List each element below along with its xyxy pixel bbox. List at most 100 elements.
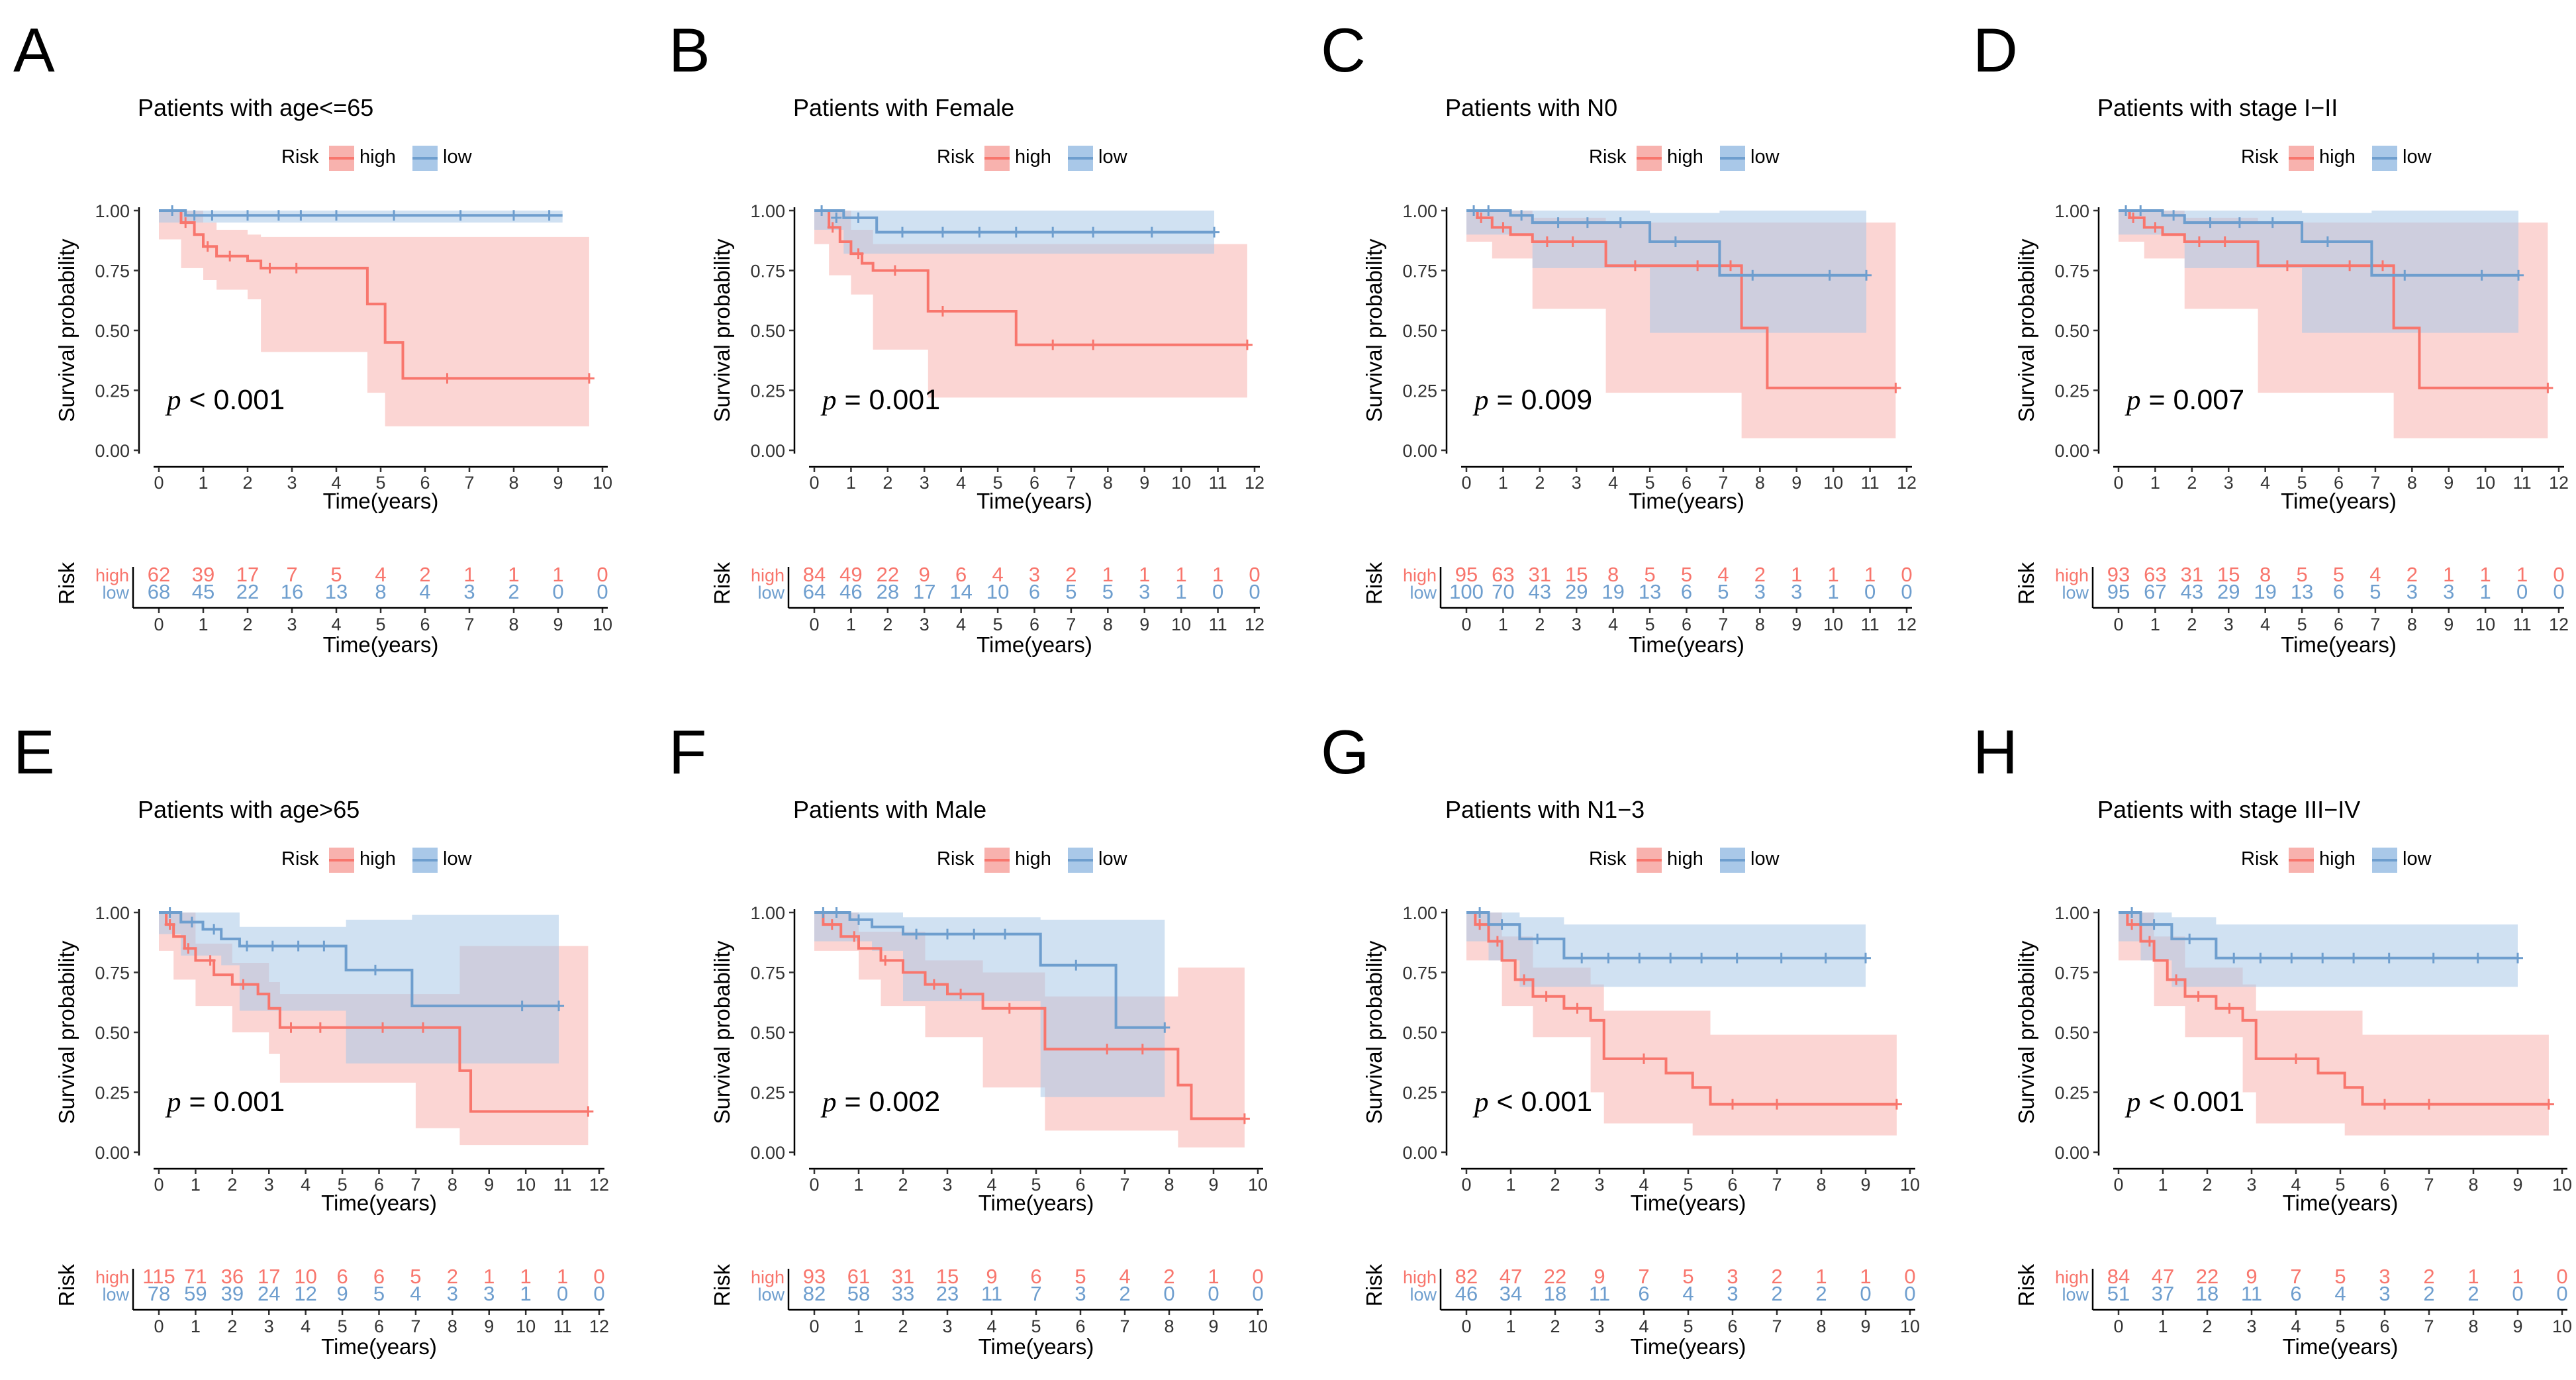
- censor-mark-high: [2281, 260, 2293, 271]
- censor-mark-low: [2476, 270, 2487, 281]
- risk-count-low: 5: [373, 1282, 385, 1305]
- risk-count-low: 1: [2480, 580, 2491, 603]
- censor-mark-low: [2228, 952, 2240, 963]
- censor-mark-high: [442, 373, 453, 384]
- legend-label-low: low: [1750, 848, 1780, 869]
- censor-mark-high: [183, 943, 194, 954]
- risk-y-title: Risk: [2014, 1263, 2038, 1306]
- censor-mark-high: [314, 1022, 326, 1033]
- legend-label-low: low: [1750, 146, 1780, 168]
- x-tick-label: 6: [2334, 473, 2344, 493]
- x-tick-label: 9: [2444, 473, 2454, 493]
- x-tick-label: 9: [2512, 1175, 2522, 1195]
- risk-count-high: 2: [2407, 563, 2418, 586]
- risk-table: Risk highlow62680394511722271635134485246…: [54, 562, 612, 657]
- censor-mark-high: [1476, 212, 1487, 223]
- censor-mark-low: [969, 928, 980, 940]
- risk-count-high: 0: [1252, 1265, 1263, 1288]
- p-operator: <: [181, 384, 214, 416]
- p-value-number: 0.001: [1521, 1086, 1593, 1118]
- censor-mark-low: [209, 924, 220, 935]
- risk-x-tick-label: 9: [553, 615, 563, 634]
- risk-x-tick-label: 10: [2552, 1316, 2572, 1336]
- y-tick-label: 0.50: [2054, 1023, 2089, 1043]
- risk-count-low: 43: [2181, 580, 2203, 603]
- risk-count-low: 2: [2467, 1282, 2479, 1305]
- risk-x-tick-label: 6: [1075, 1316, 1085, 1336]
- y-tick-label: 1.00: [750, 201, 785, 221]
- censor-mark-high: [164, 919, 175, 930]
- risk-count-low: 29: [2217, 580, 2240, 603]
- censor-mark-low: [164, 907, 175, 918]
- x-tick-label: 8: [1103, 473, 1113, 493]
- risk-table: Risk highlow84640494612228291736144410536…: [710, 562, 1264, 657]
- risk-x-title: Time(years): [978, 1334, 1094, 1359]
- panel-letter: E: [13, 717, 55, 787]
- x-tick-label: 5: [2335, 1175, 2345, 1195]
- risk-row-label-high: high: [95, 566, 129, 585]
- x-tick-label: 11: [553, 1175, 572, 1195]
- risk-count-high: 1: [1139, 563, 1150, 586]
- risk-x-tick-label: 1: [2150, 615, 2160, 634]
- risk-count-high: 0: [596, 563, 608, 586]
- risk-count-high: 31: [1529, 563, 1551, 586]
- risk-count-low: 2: [2423, 1282, 2434, 1305]
- censor-mark-low: [2322, 236, 2333, 248]
- y-tick-label: 0.50: [750, 1023, 785, 1043]
- risk-count-low: 11: [2241, 1282, 2262, 1305]
- risk-x-tick-label: 12: [1245, 615, 1264, 634]
- risk-count-high: 1: [1828, 563, 1839, 586]
- x-tick-label: 7: [464, 473, 474, 493]
- x-tick-label: 2: [2202, 1175, 2212, 1195]
- chart-title: Patients with age>65: [138, 796, 359, 823]
- p-value-number: 0.001: [2173, 1086, 2245, 1118]
- censor-mark-low: [508, 210, 519, 221]
- risk-count-high: 4: [1119, 1265, 1130, 1288]
- risk-count-high: 93: [803, 1265, 826, 1288]
- legend: Risk high low: [1589, 848, 1780, 873]
- x-tick-label: 11: [1209, 473, 1227, 493]
- p-operator: =: [181, 1086, 214, 1118]
- risk-count-low: 0: [1163, 1282, 1174, 1305]
- censor-mark-high: [1727, 1099, 1738, 1110]
- p-value: p = 0.001: [820, 384, 940, 416]
- p-operator: <: [1489, 1086, 1521, 1118]
- y-tick-label: 0.25: [2054, 1083, 2089, 1103]
- y-tick-label: 1.00: [95, 903, 130, 923]
- censor-mark-high: [1629, 260, 1641, 271]
- x-tick-label: 7: [1718, 473, 1728, 493]
- censor-mark-low: [1670, 236, 1681, 248]
- legend-label-low: low: [443, 848, 473, 869]
- censor-mark-low: [455, 210, 466, 221]
- censor-mark-high: [937, 306, 948, 317]
- chart-title: Patients with age<=65: [138, 94, 373, 121]
- y-tick-label: 0.50: [95, 1023, 130, 1043]
- x-tick-label: 2: [2187, 473, 2197, 493]
- risk-count-low: 5: [2369, 580, 2381, 603]
- censor-mark-low: [1615, 217, 1626, 228]
- risk-count-low: 3: [1791, 580, 1802, 603]
- y-tick-label: 0.50: [95, 321, 130, 341]
- legend-label-high: high: [2319, 848, 2356, 869]
- risk-count-low: 68: [148, 580, 170, 603]
- y-tick-label: 0.25: [1402, 381, 1437, 401]
- risk-count-high: 1: [483, 1265, 495, 1288]
- risk-count-low: 1: [520, 1282, 532, 1305]
- censor-mark-low: [1824, 270, 1835, 281]
- risk-x-tick-label: 4: [986, 1316, 996, 1336]
- risk-count-high: 3: [1029, 563, 1040, 586]
- risk-count-low: 0: [1212, 580, 1223, 603]
- risk-count-high: 22: [1544, 1265, 1566, 1288]
- x-tick-label: 10: [1171, 473, 1191, 493]
- risk-count-low: 0: [557, 1282, 568, 1305]
- risk-table: Risk highlow95100063701314321529381945135…: [1362, 562, 1917, 657]
- censor-mark-low: [853, 212, 864, 223]
- legend-label-high: high: [1667, 146, 1703, 168]
- censor-mark-high: [1567, 236, 1578, 248]
- risk-count-low: 0: [2512, 1282, 2523, 1305]
- risk-count-high: 10: [294, 1265, 316, 1288]
- x-tick-label: 12: [1897, 473, 1917, 493]
- censor-mark-low: [911, 928, 922, 940]
- risk-count-low: 4: [419, 580, 430, 603]
- risk-count-high: 93: [2107, 563, 2130, 586]
